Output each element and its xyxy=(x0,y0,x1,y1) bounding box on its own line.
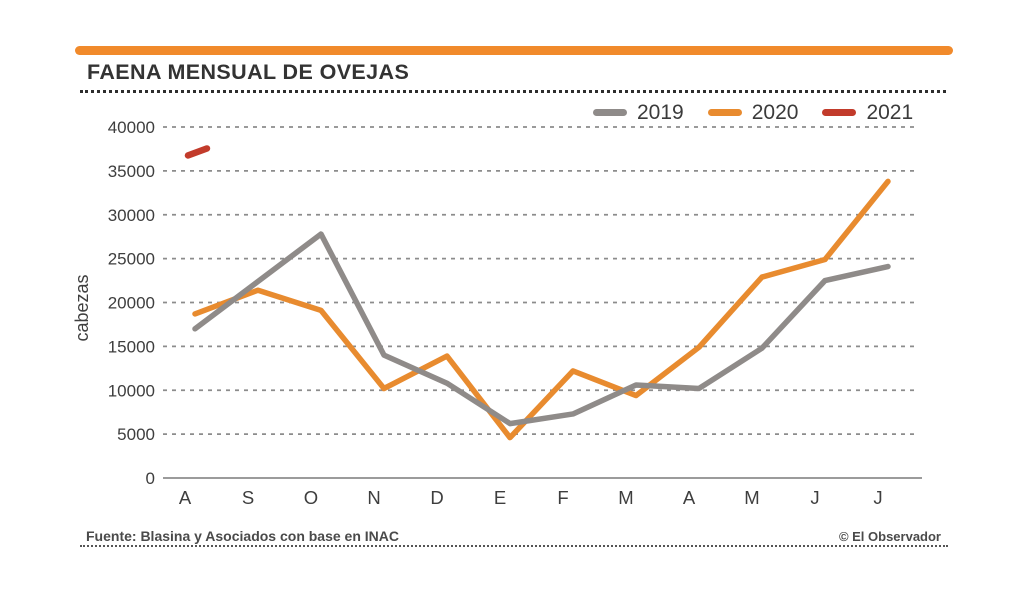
svg-text:0: 0 xyxy=(146,469,155,488)
top-accent-bar xyxy=(75,46,953,55)
svg-text:D: D xyxy=(430,487,443,508)
legend-label-2019: 2019 xyxy=(637,101,684,124)
legend-dash-icon-2020 xyxy=(707,109,742,116)
svg-text:5000: 5000 xyxy=(117,425,155,444)
svg-text:E: E xyxy=(494,487,506,508)
svg-text:N: N xyxy=(367,487,380,508)
svg-text:M: M xyxy=(744,487,759,508)
legend-dash-icon-2019 xyxy=(593,109,627,116)
footer-dotted-rule xyxy=(80,545,948,547)
svg-text:cabezas: cabezas xyxy=(72,274,92,341)
svg-text:J: J xyxy=(873,487,882,508)
svg-text:S: S xyxy=(242,487,254,508)
legend-dash-icon-2021 xyxy=(822,109,857,116)
svg-text:25000: 25000 xyxy=(108,250,155,269)
svg-text:F: F xyxy=(557,487,568,508)
svg-text:15000: 15000 xyxy=(108,337,155,356)
legend-label-2021: 2021 xyxy=(866,101,914,124)
svg-text:40000: 40000 xyxy=(108,118,155,137)
chart-legend: 2019 2020 2021 xyxy=(593,102,913,123)
title-dotted-rule xyxy=(80,90,946,93)
page-title: FAENA MENSUAL DE OVEJAS xyxy=(87,60,410,84)
svg-text:J: J xyxy=(810,487,819,508)
legend-item-2021: 2021 xyxy=(822,102,913,123)
svg-text:35000: 35000 xyxy=(108,162,155,181)
legend-item-2019: 2019 xyxy=(593,102,684,123)
svg-text:M: M xyxy=(618,487,633,508)
svg-text:A: A xyxy=(683,487,696,508)
source-note: Fuente: Blasina y Asociados con base en … xyxy=(86,528,400,544)
svg-text:O: O xyxy=(304,487,318,508)
legend-label-2020: 2020 xyxy=(751,101,799,124)
svg-text:10000: 10000 xyxy=(108,381,155,400)
copyright-note: © El Observador xyxy=(838,529,941,544)
svg-text:20000: 20000 xyxy=(108,294,155,313)
svg-text:30000: 30000 xyxy=(108,206,155,225)
svg-text:A: A xyxy=(179,487,192,508)
legend-item-2020: 2020 xyxy=(707,101,799,124)
